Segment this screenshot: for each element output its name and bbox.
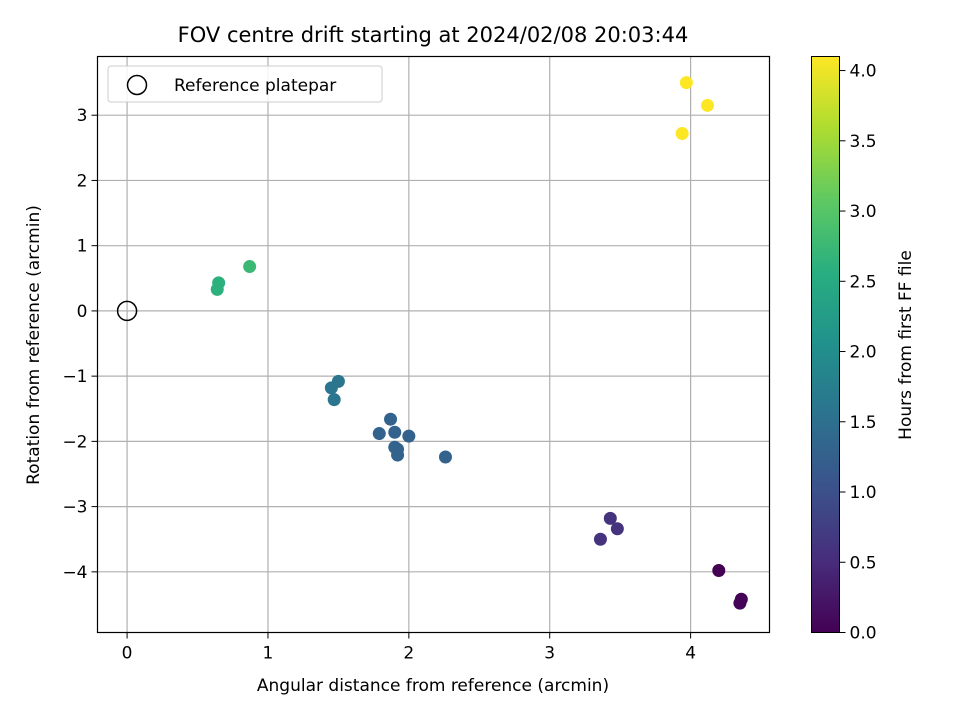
colorbar-ticks: 0.0 0.5 1.0 1.5 2.0 2.5 3.0 3.5 4.0	[839, 62, 877, 644]
scatter-point	[610, 522, 624, 536]
x-tick-label: 2	[403, 644, 414, 664]
colorbar-tick-label: 1.5	[850, 413, 877, 433]
y-tick-label: −1	[62, 367, 87, 387]
scatter-point	[675, 126, 689, 140]
scatter-point	[327, 393, 341, 407]
y-tick-label: 1	[77, 237, 88, 257]
y-axis-ticks: −4 −3 −2 −1 0 1 2 3	[62, 106, 98, 583]
data-points	[210, 76, 748, 610]
reference-platepar-marker	[116, 300, 138, 322]
x-tick-label: 0	[122, 644, 133, 664]
scatter-point	[593, 532, 607, 546]
scatter-point	[388, 425, 402, 439]
scatter-point	[679, 76, 693, 90]
grid-lines	[97, 56, 770, 633]
y-tick-label: 0	[77, 302, 88, 322]
colorbar-tick-label: 1.0	[850, 483, 877, 503]
y-tick-label: −2	[62, 432, 87, 452]
scatter-point	[712, 564, 726, 578]
legend-marker-icon	[126, 74, 148, 96]
scatter-point	[210, 282, 224, 296]
legend: Reference platepar	[107, 65, 383, 103]
scatter-point	[384, 412, 398, 426]
x-axis-ticks: 0 1 2 3 4	[122, 632, 696, 664]
scatter-point	[438, 450, 452, 464]
scatter-point	[603, 511, 617, 525]
scatter-point	[402, 429, 416, 443]
legend-box	[107, 65, 383, 103]
scatter-point	[243, 260, 257, 274]
colorbar-tick-label: 4.0	[850, 62, 877, 82]
colorbar-tick-label: 2.5	[850, 272, 877, 292]
x-tick-label: 1	[263, 644, 274, 664]
legend-entry-reference-platepar: Reference platepar	[174, 76, 336, 96]
colorbar-tick-label: 0.0	[850, 624, 877, 644]
colorbar-tick-label: 0.5	[850, 553, 877, 573]
y-tick-label: −3	[62, 498, 87, 518]
colorbar-tick-label: 2.0	[850, 343, 877, 363]
colorbar-tick-label: 3.0	[850, 202, 877, 222]
scatter-point	[372, 427, 386, 441]
scatter-point	[324, 381, 338, 395]
scatter-point	[733, 596, 747, 610]
chart-title: FOV centre drift starting at 2024/02/08 …	[178, 23, 689, 47]
y-tick-label: 3	[77, 106, 88, 126]
colorbar-tick-label: 3.5	[850, 132, 877, 152]
scatter-point	[701, 98, 715, 112]
y-axis-title: Rotation from reference (arcmin)	[24, 205, 44, 485]
x-tick-label: 4	[685, 644, 696, 664]
x-axis-title: Angular distance from reference (arcmin)	[257, 676, 609, 696]
colorbar-label: Hours from first FF file	[896, 250, 916, 440]
x-tick-label: 3	[544, 644, 555, 664]
plot-frame	[96, 55, 771, 634]
scatter-point	[391, 448, 405, 462]
y-tick-label: 2	[77, 171, 88, 191]
colorbar	[811, 56, 840, 633]
y-tick-label: −4	[62, 563, 87, 583]
